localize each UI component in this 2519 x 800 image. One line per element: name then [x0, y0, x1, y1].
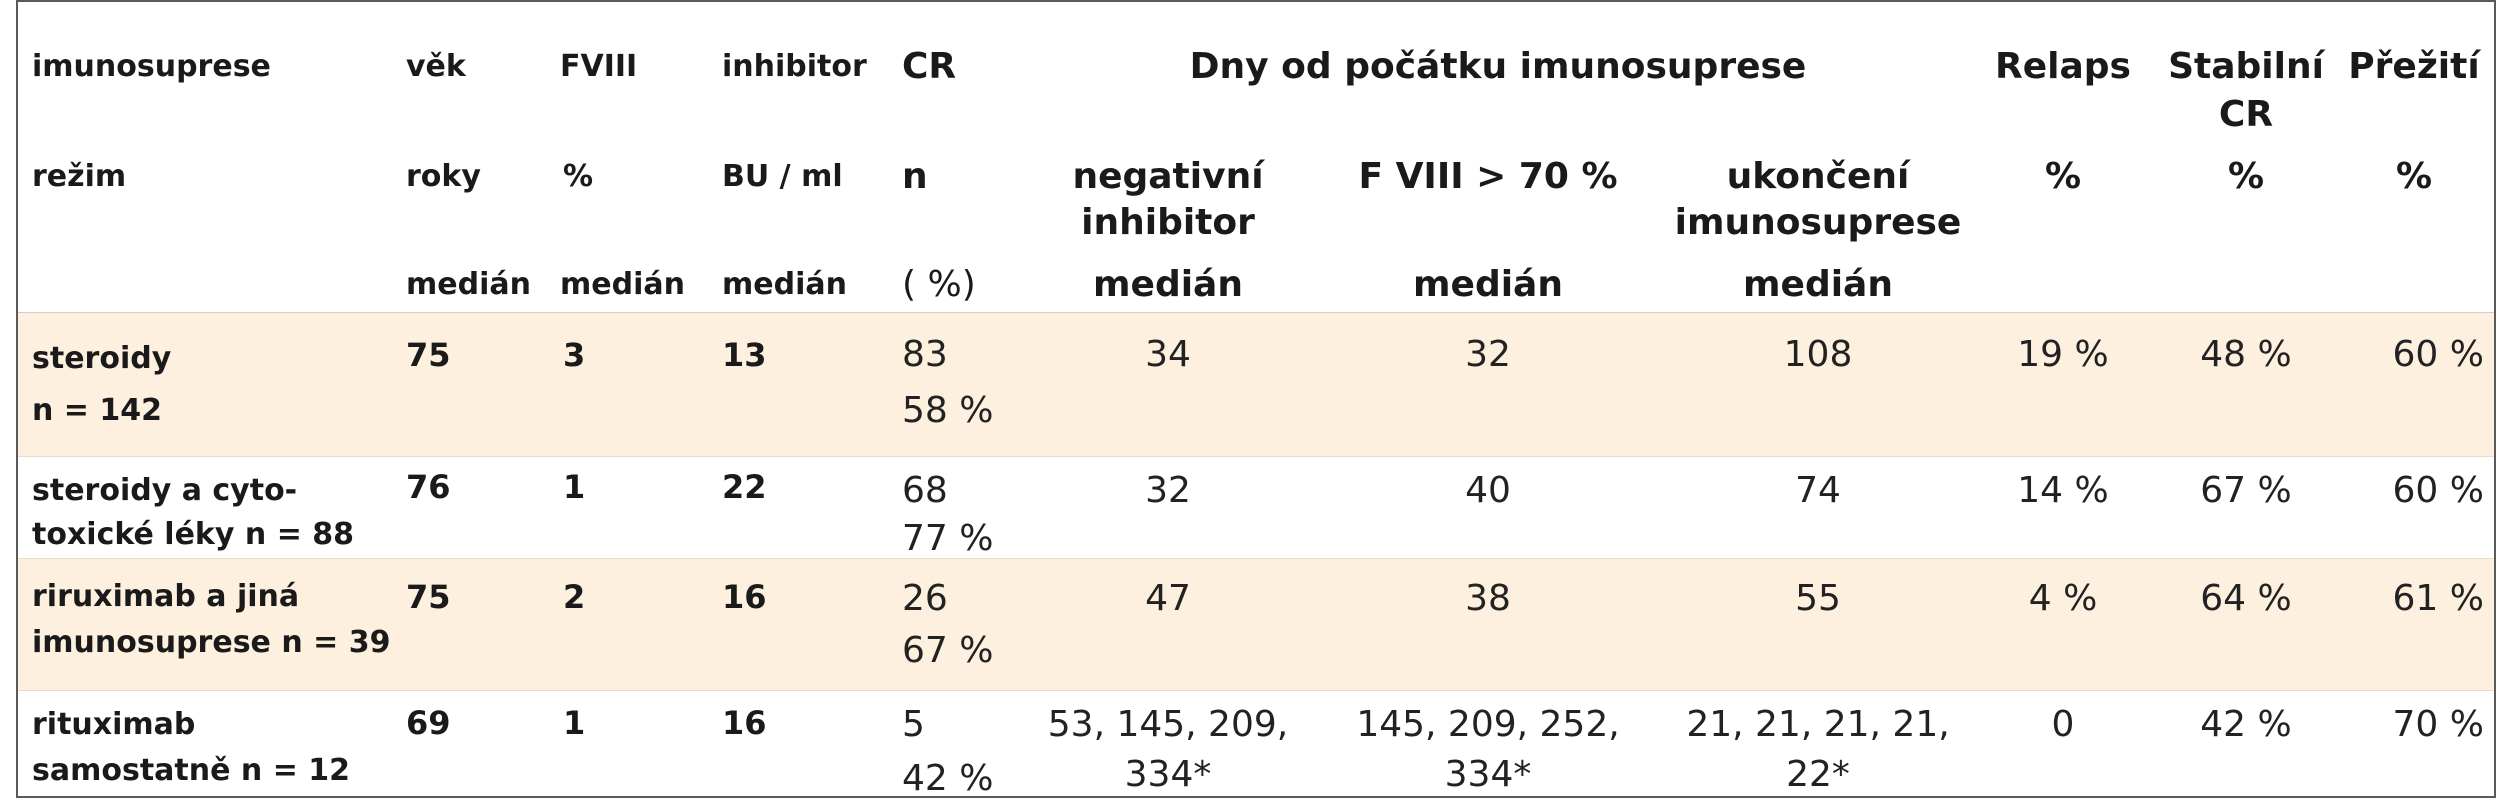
row4-ukon-2: 22* [1786, 754, 1850, 795]
header-median-inhib: medián [722, 267, 847, 302]
row1-relaps: 19 % [2017, 334, 2109, 375]
row3-cr-n: 26 [902, 578, 948, 619]
row3-vek: 75 [406, 578, 451, 616]
row3-neg: 47 [1145, 578, 1191, 619]
row4-f70-2: 334* [1444, 754, 1532, 795]
header-stabilni-cr: CR [2218, 94, 2274, 135]
header-vek: věk [406, 49, 466, 84]
row-divider [18, 558, 2494, 559]
row2-stabilni: 67 % [2200, 470, 2292, 511]
row1-neg: 34 [1145, 334, 1191, 375]
row4-inhibitor: 16 [722, 704, 767, 742]
row2-label-n: toxické léky n = 88 [32, 517, 355, 552]
row4-relaps: 0 [2051, 704, 2075, 745]
row1-vek: 75 [406, 336, 451, 374]
header-divider [18, 312, 2494, 313]
header-median-f70: medián [1413, 264, 1563, 305]
row4-neg: 53, 145, 209, [1047, 704, 1289, 745]
row1-label: steroidy [32, 341, 172, 376]
row4-f70: 145, 209, 252, [1356, 704, 1620, 745]
header-imunosuprese2: imunosuprese [1674, 202, 1962, 243]
row3-ukon: 55 [1795, 578, 1841, 619]
header-relaps: Relaps [1995, 46, 2131, 87]
header-pct-prez: % [2395, 156, 2433, 197]
row1-stabilni: 48 % [2200, 334, 2292, 375]
row2-cr-n: 68 [902, 470, 948, 511]
row2-relaps: 14 % [2017, 470, 2109, 511]
row1-cr-pct: 58 % [902, 390, 994, 431]
row4-label: rituximab [32, 707, 196, 742]
header-rezim: režim [32, 159, 127, 194]
row4-preziti: 70 % [2392, 704, 2484, 745]
header-fviii70: F VIII > 70 % [1358, 156, 1618, 197]
row2-neg: 32 [1145, 470, 1191, 511]
row-divider [18, 456, 2494, 457]
header-inhibitor2: inhibitor [1081, 202, 1255, 243]
header-n: n [902, 156, 928, 197]
row2-fviii: 1 [563, 468, 586, 506]
row2-ukon: 74 [1795, 470, 1841, 511]
row2-inhibitor: 22 [722, 468, 767, 506]
row3-inhibitor: 16 [722, 578, 767, 616]
header-pct-stab: % [2227, 156, 2265, 197]
row4-ukon: 21, 21, 21, 21, [1686, 704, 1950, 745]
row1-inhibitor: 13 [722, 336, 767, 374]
header-roky: roky [406, 159, 481, 194]
row-stripe-3 [18, 558, 2494, 690]
row4-vek: 69 [406, 704, 451, 742]
header-inhibitor: inhibitor [722, 49, 867, 84]
row3-label-n: imunosuprese n = 39 [32, 625, 391, 660]
row3-label: riruximab a jiná [32, 579, 300, 614]
header-pct-fviii: % [563, 159, 594, 194]
header-bu: BU / ml [722, 159, 843, 194]
header-negativni: negativní [1072, 156, 1264, 197]
header-median-fviii: medián [560, 267, 685, 302]
results-table: imunosuprese věk FVIII inhibitor CR Dny … [16, 0, 2496, 798]
row2-preziti: 60 % [2392, 470, 2484, 511]
header-imunosuprese: imunosuprese [32, 49, 271, 84]
row3-fviii: 2 [563, 578, 586, 616]
row1-cr-n: 83 [902, 334, 948, 375]
row4-label-n: samostatně n = 12 [32, 753, 351, 788]
row1-fviii: 3 [563, 336, 586, 374]
header-dny: Dny od počátku imunosuprese [1189, 46, 1807, 87]
row2-f70: 40 [1465, 470, 1511, 511]
row-divider [18, 690, 2494, 691]
row1-preziti: 60 % [2392, 334, 2484, 375]
header-median-neg: medián [1093, 264, 1243, 305]
row3-stabilni: 64 % [2200, 578, 2292, 619]
row1-ukon: 108 [1783, 334, 1853, 375]
row2-cr-pct: 77 % [902, 518, 994, 559]
header-preziti: Přežití [2348, 46, 2480, 87]
row4-neg-2: 334* [1124, 754, 1212, 795]
header-fviii: FVIII [560, 49, 638, 84]
header-median-ukon: medián [1743, 264, 1893, 305]
row1-label-n: n = 142 [32, 393, 163, 428]
row2-label: steroidy a cyto- [32, 473, 298, 508]
header-ukonceni: ukončení [1726, 156, 1910, 197]
row3-relaps: 4 % [2028, 578, 2098, 619]
row4-cr-n: 5 [902, 704, 925, 745]
row4-stabilni: 42 % [2200, 704, 2292, 745]
row2-vek: 76 [406, 468, 451, 506]
row4-cr-pct: 42 % [902, 758, 994, 798]
row-stripe-1 [18, 312, 2494, 456]
header-pct-relaps: % [2044, 156, 2082, 197]
row3-preziti: 61 % [2392, 578, 2484, 619]
row4-fviii: 1 [563, 704, 586, 742]
header-median-vek: medián [406, 267, 531, 302]
row3-f70: 38 [1465, 578, 1511, 619]
row3-cr-pct: 67 % [902, 630, 994, 671]
row1-f70: 32 [1465, 334, 1511, 375]
header-cr: CR [902, 46, 957, 87]
header-cr-pct: ( %) [902, 264, 976, 305]
header-stabilni: Stabilní [2168, 46, 2324, 87]
